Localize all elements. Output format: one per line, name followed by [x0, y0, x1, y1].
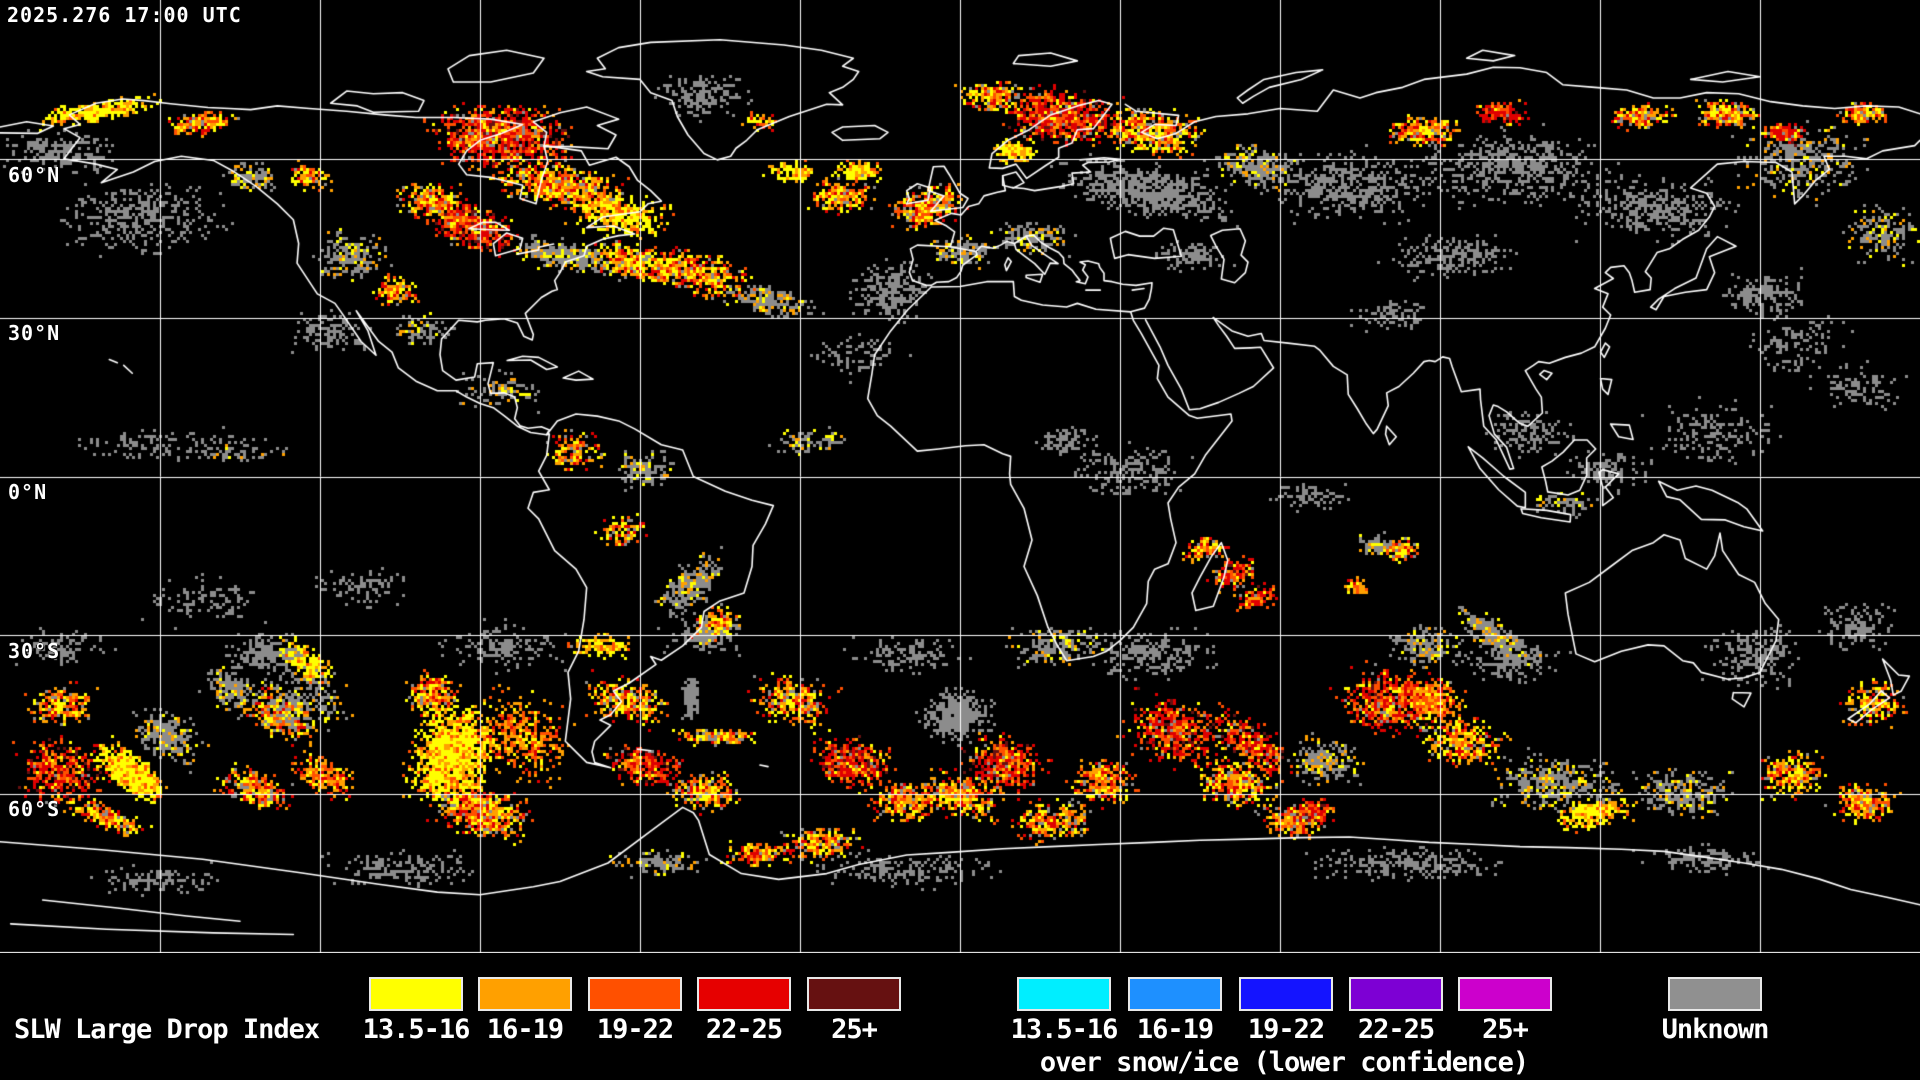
- legend-label-warm-2: 16-19: [486, 1014, 564, 1045]
- lat-label-60s: 60°S: [8, 797, 61, 821]
- legend-label-unknown: Unknown: [1661, 1014, 1770, 1045]
- legend-label-warm-3: 19-22: [596, 1014, 674, 1045]
- legend: SLW Large Drop Index 13.5-16 16-19 19-22…: [0, 953, 1920, 1080]
- swatch-cool-19-22: [1239, 977, 1333, 1011]
- legend-label-cool-1: 13.5-16: [1010, 1014, 1119, 1045]
- lat-label-30n: 30°N: [8, 321, 61, 345]
- swatch-warm-13-5-16: [369, 977, 463, 1011]
- legend-title: SLW Large Drop Index: [14, 1014, 320, 1045]
- swatch-warm-25plus: [807, 977, 901, 1011]
- lat-label-30s: 30°S: [8, 639, 61, 663]
- legend-label-warm-1: 13.5-16: [362, 1014, 471, 1045]
- swatch-cool-13-5-16: [1017, 977, 1111, 1011]
- swatch-cool-22-25: [1349, 977, 1443, 1011]
- swatch-warm-22-25: [697, 977, 791, 1011]
- swatch-warm-19-22: [588, 977, 682, 1011]
- legend-note-snow-ice: over snow/ice (lower confidence): [1039, 1047, 1529, 1078]
- legend-label-cool-3: 19-22: [1247, 1014, 1325, 1045]
- legend-label-cool-5: 25+: [1482, 1014, 1529, 1045]
- legend-label-cool-2: 16-19: [1136, 1014, 1214, 1045]
- swatch-cool-16-19: [1128, 977, 1222, 1011]
- lat-label-0n: 0°N: [8, 480, 48, 504]
- swatch-unknown: [1668, 977, 1762, 1011]
- legend-label-cool-4: 22-25: [1357, 1014, 1435, 1045]
- swatch-warm-16-19: [478, 977, 572, 1011]
- swatch-cool-25plus: [1458, 977, 1552, 1011]
- lat-label-60n: 60°N: [8, 163, 61, 187]
- timestamp: 2025.276 17:00 UTC: [7, 3, 242, 27]
- legend-label-warm-4: 22-25: [705, 1014, 783, 1045]
- legend-label-warm-5: 25+: [831, 1014, 878, 1045]
